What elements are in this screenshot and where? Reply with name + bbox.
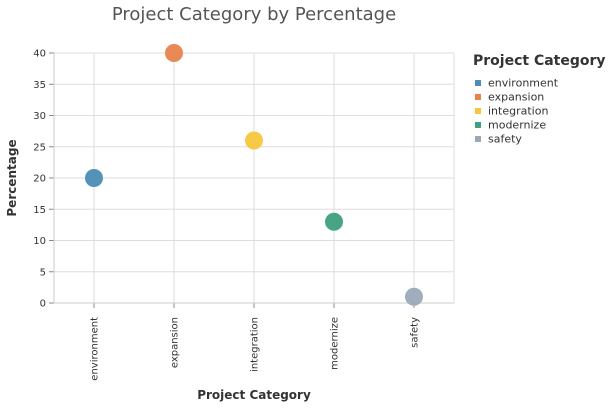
- data-points: [85, 44, 423, 306]
- legend-label-environment: environment: [488, 77, 559, 90]
- y-tick-label: 10: [33, 236, 46, 247]
- x-tick-label: environment: [90, 317, 101, 381]
- legend-swatch-integration: [475, 108, 481, 114]
- y-tick-label: 25: [33, 142, 46, 153]
- grid: [54, 52, 454, 304]
- y-tick-label: 40: [33, 49, 46, 60]
- tick-labels: 0 5 10 15 20 25 30 35 40 environment expansion inte…: [33, 49, 420, 381]
- y-tick-label: 35: [33, 80, 46, 91]
- y-tick-label: 15: [33, 205, 46, 216]
- chart-title: Project Category by Percentage: [112, 4, 396, 25]
- data-point-modernize[interactable]: [325, 212, 343, 231]
- legend-swatch-environment: [475, 80, 481, 86]
- legend-title: Project Category: [473, 53, 606, 69]
- y-tick-label: 0: [40, 299, 46, 310]
- legend-label-safety: safety: [488, 133, 522, 146]
- x-axis-title: Project Category: [197, 388, 311, 402]
- x-tick-label: integration: [250, 317, 261, 372]
- legend-swatch-modernize: [475, 122, 481, 128]
- y-tick-label: 5: [40, 267, 46, 278]
- data-point-expansion[interactable]: [165, 44, 183, 62]
- data-point-integration[interactable]: [245, 131, 263, 150]
- legend-swatch-safety: [475, 136, 481, 142]
- y-tick-label: 30: [33, 111, 46, 122]
- data-point-environment[interactable]: [85, 169, 103, 187]
- x-tick-label: expansion: [170, 317, 181, 368]
- legend-swatch-expansion: [475, 94, 481, 100]
- y-axis-title: Percentage: [5, 139, 19, 216]
- legend-label-modernize: modernize: [488, 119, 546, 132]
- legend-label-integration: integration: [488, 105, 548, 118]
- y-tick-label: 20: [33, 174, 46, 185]
- legend: Project Category environmentexpansionint…: [473, 53, 606, 146]
- axes: [49, 52, 455, 308]
- data-point-safety[interactable]: [405, 287, 423, 306]
- legend-label-expansion: expansion: [488, 91, 544, 104]
- x-tick-label: modernize: [330, 317, 341, 370]
- x-tick-label: safety: [410, 317, 421, 348]
